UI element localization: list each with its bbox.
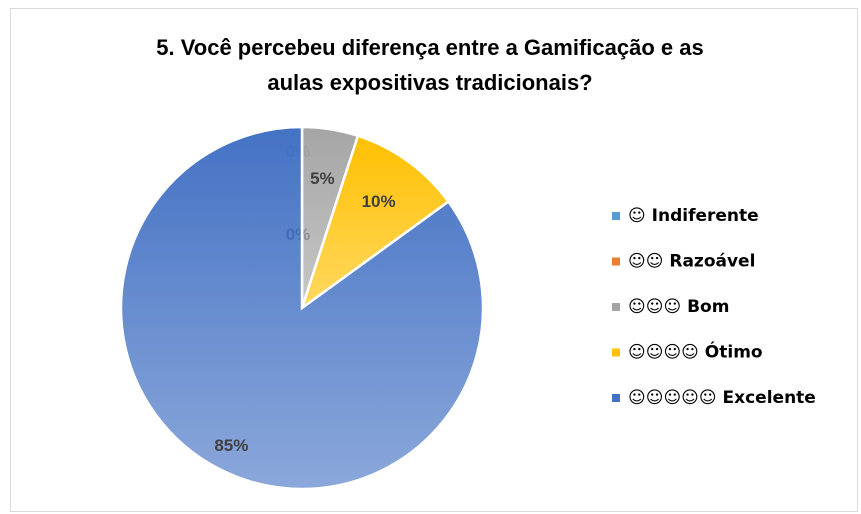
legend-label: ☺☺☺☺ Ótimo	[628, 341, 763, 363]
data-label: 10%	[362, 192, 396, 211]
chart-title: 5. Você percebeu diferença entre a Gamif…	[156, 35, 704, 95]
legend-swatch	[612, 394, 620, 402]
legend-label: ☺ Indiferente	[628, 206, 759, 226]
pie-slice	[119, 125, 485, 491]
data-label: 5%	[310, 169, 335, 188]
legend-label: ☺☺☺ Bom	[628, 297, 729, 317]
legend-swatch	[612, 348, 620, 357]
legend-swatch	[612, 212, 620, 220]
legend-label: ☺☺ Razoável	[628, 252, 755, 272]
legend-swatch	[612, 303, 620, 311]
legend-swatch	[612, 257, 620, 266]
data-label: 85%	[214, 436, 248, 455]
pie-slice	[299, 134, 451, 312]
legend-label: ☺☺☺☺☺ Excelente	[628, 388, 816, 408]
